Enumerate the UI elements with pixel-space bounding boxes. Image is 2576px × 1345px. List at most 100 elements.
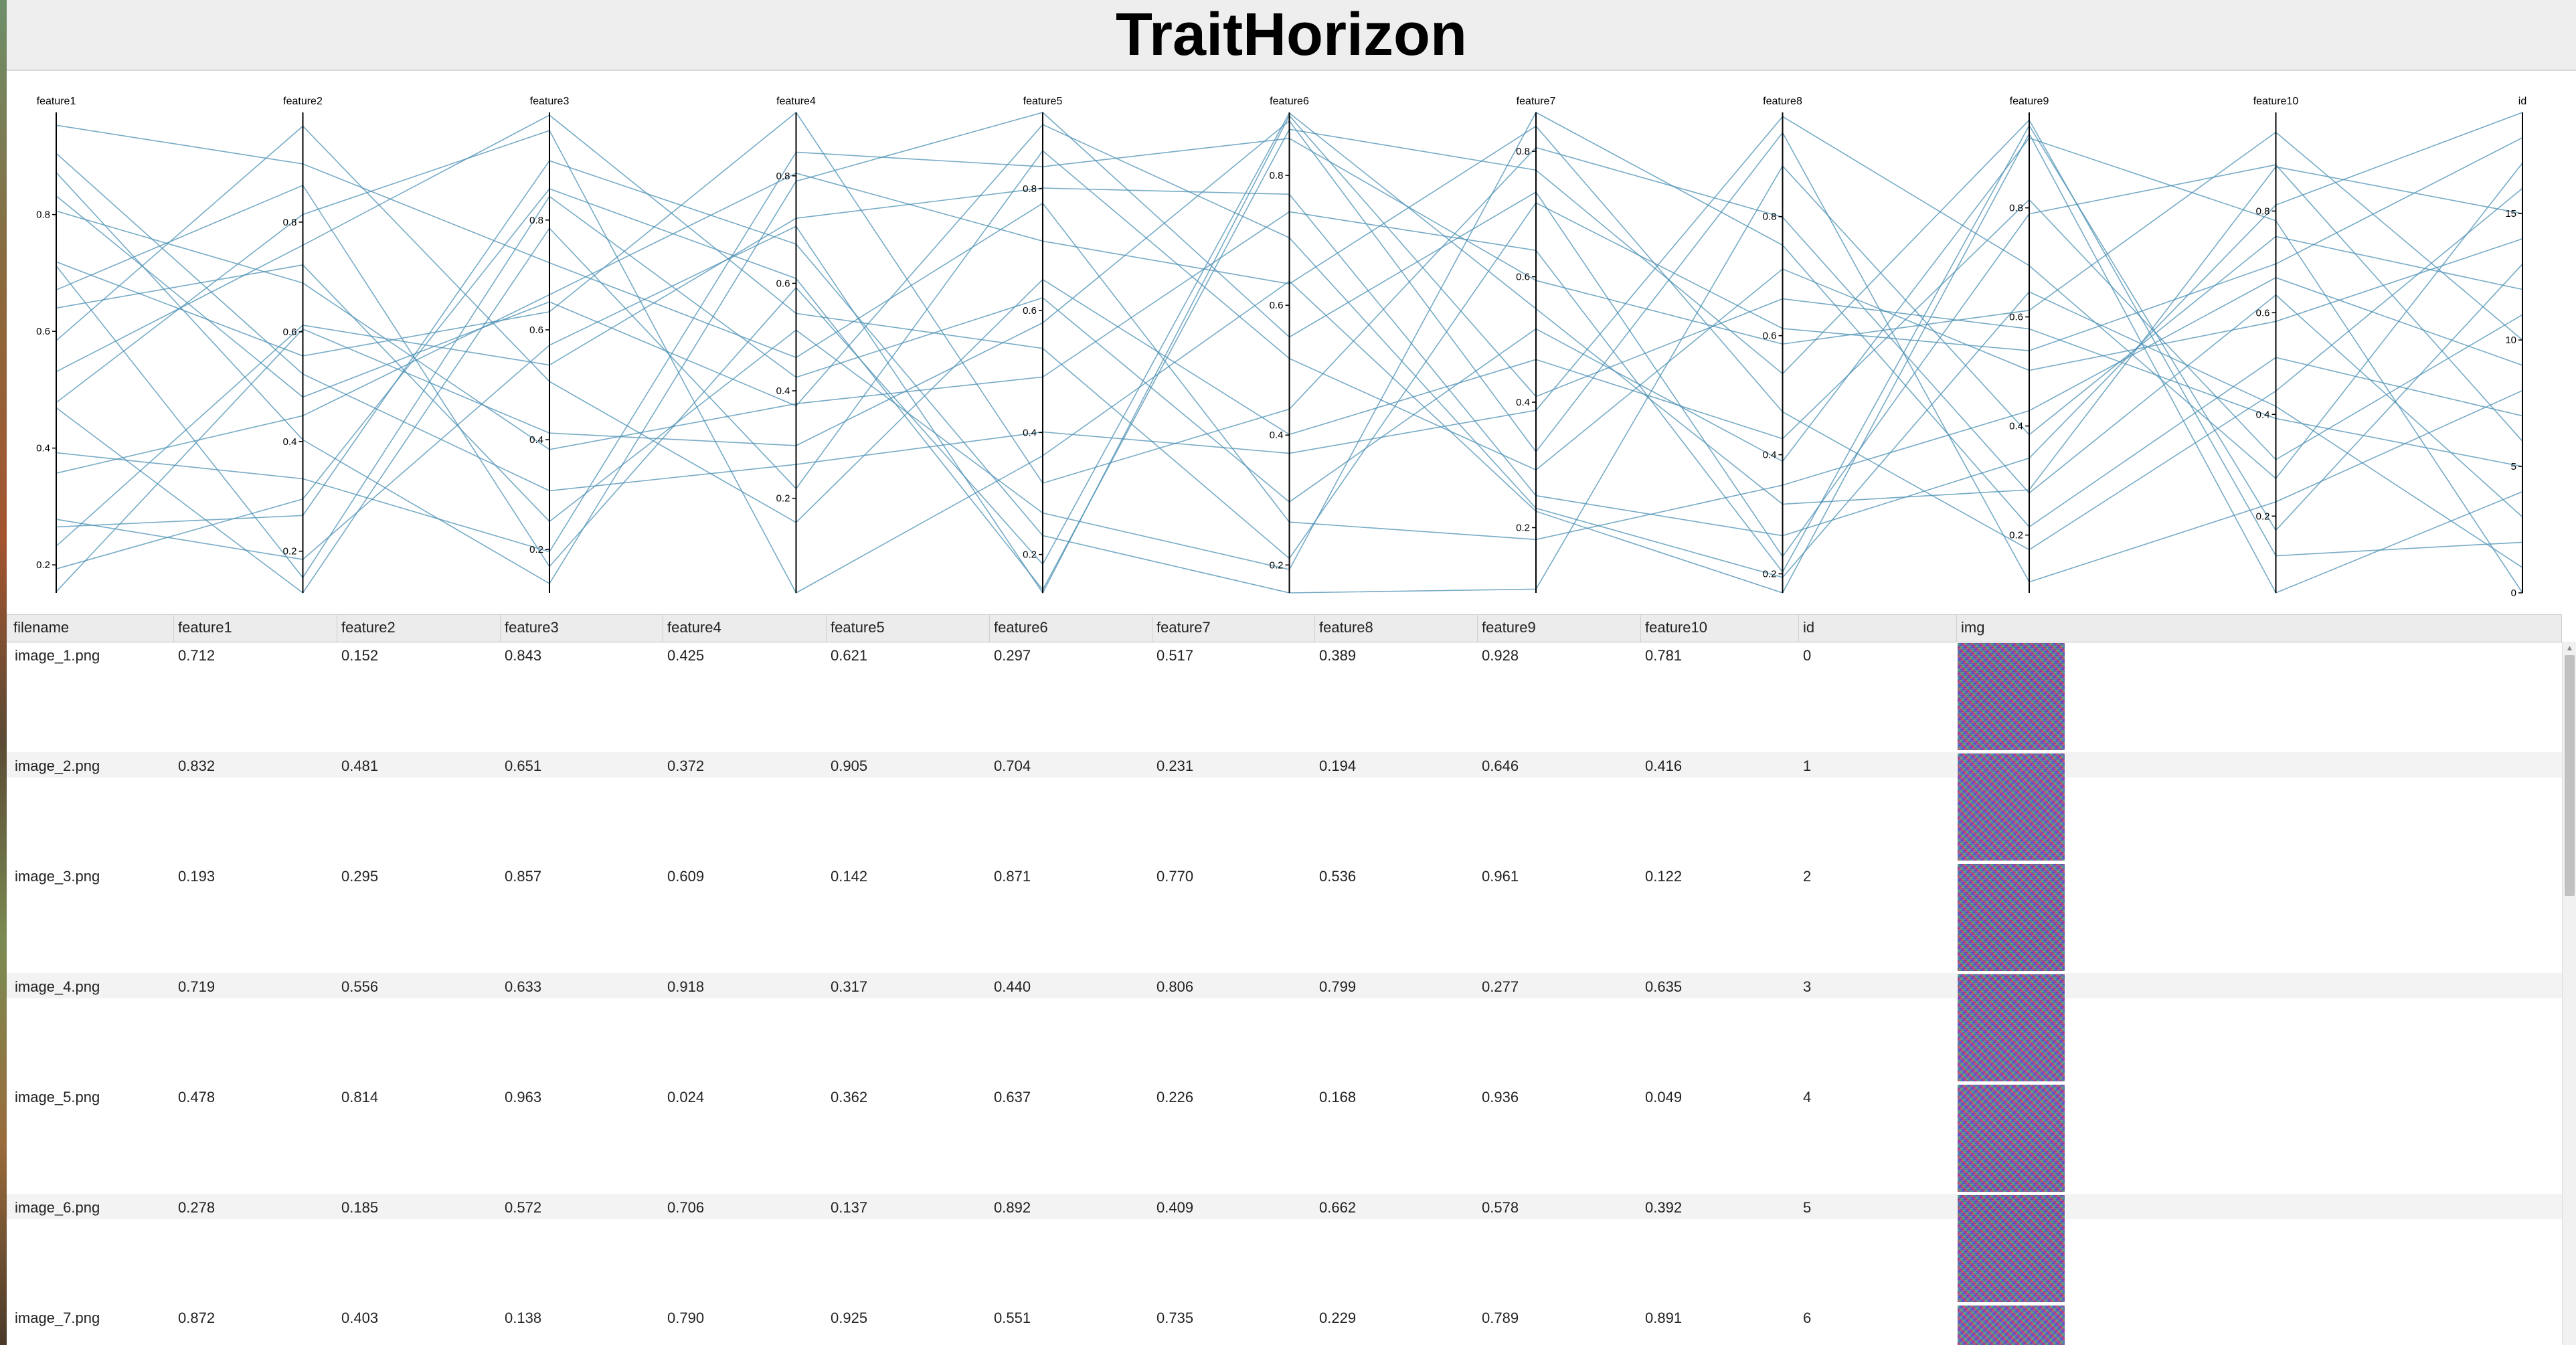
axis-feature5[interactable]: feature5 0.2 0.4 0.6 0.8 [1023,96,1062,593]
cell-id: 4 [1803,1089,1812,1105]
image-thumbnail[interactable] [1957,1084,2065,1192]
tick-label: 10 [2505,335,2516,346]
column-header-feature2[interactable]: feature2 [337,615,501,642]
axis-title-feature4[interactable]: feature4 [776,96,816,107]
column-header-feature1[interactable]: feature1 [174,615,337,642]
cell-feature4: 0.706 [667,1199,705,1216]
cell-feature3: 0.857 [505,868,542,885]
column-header-feature6[interactable]: feature6 [990,615,1152,642]
cell-feature4: 0.609 [667,868,705,885]
image-thumbnail[interactable] [1957,642,2065,751]
cell-feature9: 0.789 [1482,1310,1519,1326]
cell-feature2: 0.814 [341,1089,379,1105]
grid-body[interactable]: image_1.png 0.712 0.152 0.843 0.425 0.621 0.29… [7,642,2562,1345]
tick-label: 0.2 [1270,559,1284,571]
cell-id: 6 [1803,1310,1812,1326]
table-row[interactable]: image_5.png 0.478 0.814 0.963 0.024 0.362 0.63… [7,1083,2562,1194]
image-thumbnail[interactable] [1957,1305,2065,1345]
axis-title-feature10[interactable]: feature10 [2253,96,2299,107]
app-header: TraitHorizon [7,0,2576,71]
axis-title-feature2[interactable]: feature2 [283,96,323,107]
cell-filename: image_5.png [15,1089,100,1105]
axis-feature7[interactable]: feature7 0.2 0.4 0.6 0.8 [1516,96,1555,593]
image-thumbnail[interactable] [1957,1194,2065,1303]
image-thumbnail[interactable] [1957,974,2065,1082]
image-thumbnail[interactable] [1957,753,2065,861]
column-header-feature8[interactable]: feature8 [1315,615,1478,642]
column-header-feature7[interactable]: feature7 [1152,615,1315,642]
cell-feature8: 0.662 [1319,1199,1357,1216]
row-stripe [7,973,2562,998]
row-stripe [7,1304,2562,1330]
cell-feature5: 0.142 [831,868,868,885]
cell-feature10: 0.635 [1645,978,1683,995]
cell-feature6: 0.297 [994,647,1031,664]
column-header-img[interactable]: img [1957,615,2562,642]
axis-feature4[interactable]: feature4 0.2 0.4 0.6 0.8 [776,96,816,593]
cell-feature1: 0.278 [178,1199,216,1216]
tick-label: 0.8 [1023,183,1037,195]
cell-feature10: 0.416 [1645,757,1683,774]
tick-label: 0.6 [529,325,543,336]
scrollbar-thumb[interactable] [2565,655,2575,896]
cell-feature7: 0.409 [1156,1199,1194,1216]
column-header-id[interactable]: id [1799,615,1957,642]
cell-feature6: 0.871 [994,868,1031,885]
cell-feature10: 0.891 [1645,1310,1683,1326]
table-row[interactable]: image_4.png 0.719 0.556 0.633 0.918 0.317 0.44… [7,973,2562,1083]
cell-feature8: 0.536 [1319,868,1357,885]
axis-feature6[interactable]: feature6 0.2 0.4 0.6 0.8 [1270,96,1309,593]
column-header-feature3[interactable]: feature3 [501,615,663,642]
tick-label: 0.2 [2009,530,2023,541]
column-header-filename[interactable]: filename [7,615,174,642]
column-header-feature9[interactable]: feature9 [1478,615,1641,642]
axis-feature10[interactable]: feature10 0.2 0.4 0.6 0.8 [2253,96,2299,593]
tick-label: 0.4 [776,385,790,397]
axis-feature2[interactable]: feature2 0.2 0.4 0.6 0.8 [283,96,323,593]
table-row[interactable]: image_2.png 0.832 0.481 0.651 0.372 0.905 0.70… [7,752,2562,863]
axis-title-feature7[interactable]: feature7 [1517,96,1556,107]
axis-feature8[interactable]: feature8 0.2 0.4 0.6 0.8 [1763,96,1802,593]
column-header-feature5[interactable]: feature5 [827,615,990,642]
cell-feature1: 0.712 [178,647,216,664]
tick-label: 0.6 [2256,307,2270,319]
axis-title-feature8[interactable]: feature8 [1763,96,1802,107]
tick-label: 0.4 [529,434,543,446]
axis-title-feature6[interactable]: feature6 [1270,96,1309,107]
table-row[interactable]: image_3.png 0.193 0.295 0.857 0.609 0.142 0.87… [7,863,2562,973]
column-header-feature10[interactable]: feature10 [1641,615,1799,642]
table-row[interactable]: image_6.png 0.278 0.185 0.572 0.706 0.137 0.89… [7,1194,2562,1304]
cell-feature7: 0.231 [1156,757,1194,774]
cell-feature4: 0.918 [667,978,705,995]
image-thumbnail[interactable] [1957,863,2065,972]
axis-feature3[interactable]: feature3 0.2 0.4 0.6 0.8 [529,96,569,593]
axis-feature1[interactable]: feature1 0.2 0.4 0.6 0.8 [36,96,76,593]
table-row[interactable]: image_1.png 0.712 0.152 0.843 0.425 0.621 0.29… [7,642,2562,752]
axis-title-feature3[interactable]: feature3 [530,96,570,107]
tick-label: 0.4 [283,436,297,448]
cell-feature4: 0.372 [667,757,705,774]
cell-feature7: 0.770 [1156,868,1194,885]
axis-title-id[interactable]: id [2518,96,2526,107]
cell-feature2: 0.481 [341,757,379,774]
column-header-feature4[interactable]: feature4 [663,615,827,642]
tick-label: 15 [2505,208,2516,219]
axis-title-feature5[interactable]: feature5 [1023,96,1063,107]
cell-feature8: 0.168 [1319,1089,1357,1105]
cell-feature5: 0.925 [831,1310,868,1326]
cell-feature3: 0.572 [505,1199,542,1216]
cell-feature1: 0.719 [178,978,216,995]
axis-id[interactable]: id 0 5 10 15 [2505,96,2526,599]
axis-feature9[interactable]: feature9 0.2 0.4 0.6 0.8 [2009,96,2049,593]
parallel-coordinates-svg[interactable]: feature1 0.2 0.4 0.6 0.8 feature2 0.2 0.4 0.6 0.8… [7,71,2576,614]
vertical-scrollbar[interactable]: ▲ [2562,642,2576,1345]
cell-feature6: 0.440 [994,978,1031,995]
tick-label: 0.8 [1516,146,1530,157]
cell-feature5: 0.137 [831,1199,868,1216]
parallel-coordinates-chart[interactable]: feature1 0.2 0.4 0.6 0.8 feature2 0.2 0.4 0.6 0.8… [7,71,2576,614]
axis-title-feature1[interactable]: feature1 [37,96,76,107]
tick-label: 0.4 [2256,409,2270,420]
scroll-up-arrow-icon[interactable]: ▲ [2565,643,2574,652]
axis-title-feature9[interactable]: feature9 [2010,96,2049,107]
table-row[interactable]: image_7.png 0.872 0.403 0.138 0.790 0.925 0.55… [7,1304,2562,1345]
